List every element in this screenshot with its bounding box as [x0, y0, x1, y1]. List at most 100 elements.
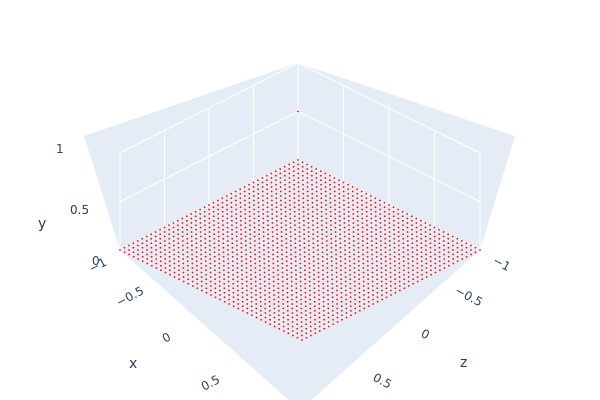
- data-point: [294, 233, 297, 236]
- data-point: [230, 219, 233, 222]
- data-point: [160, 269, 162, 272]
- data-point: [195, 242, 198, 245]
- data-point: [343, 240, 346, 242]
- data-point: [348, 242, 351, 245]
- data-point: [222, 264, 225, 267]
- data-point: [262, 199, 264, 202]
- data-point: [191, 258, 194, 260]
- data-point: [191, 267, 194, 269]
- data-point: [276, 233, 279, 236]
- data-point: [240, 242, 243, 245]
- data-point: [280, 213, 283, 215]
- data-point: [308, 249, 310, 251]
- data-point: [271, 199, 273, 202]
- data-point: [119, 249, 121, 251]
- data-point: [336, 298, 338, 301]
- data-point: [252, 195, 255, 197]
- data-point: [304, 305, 307, 308]
- data-point: [295, 296, 298, 299]
- data-point: [294, 264, 297, 267]
- data-point: [393, 233, 396, 236]
- data-point: [375, 233, 378, 236]
- data-point: [429, 264, 432, 267]
- data-point: [402, 251, 405, 254]
- data-point: [200, 253, 203, 256]
- data-point: [236, 276, 239, 278]
- data-point: [385, 269, 387, 272]
- data-point: [421, 273, 423, 276]
- data-point: [305, 327, 308, 330]
- data-point: [313, 300, 316, 303]
- data-point: [292, 161, 295, 164]
- data-point: [316, 213, 319, 215]
- data-point: [279, 168, 282, 170]
- data-point: [294, 242, 297, 245]
- data-point: [195, 264, 198, 267]
- data-point: [456, 237, 459, 240]
- data-point: [407, 244, 409, 247]
- data-point: [447, 242, 450, 245]
- data-point: [248, 219, 251, 222]
- data-point: [451, 235, 454, 238]
- data-point: [270, 195, 273, 197]
- data-point: [344, 276, 347, 278]
- data-point: [327, 298, 329, 301]
- data-point: [286, 282, 289, 285]
- data-point: [275, 183, 277, 186]
- data-point: [295, 282, 298, 285]
- data-point: [190, 217, 193, 220]
- data-point: [258, 242, 261, 245]
- data-point: [291, 330, 294, 332]
- data-point: [254, 276, 257, 278]
- data-point: [314, 332, 317, 335]
- data-point: [390, 289, 392, 292]
- data-point: [302, 219, 305, 222]
- data-point: [190, 240, 193, 242]
- data-point: [322, 273, 324, 276]
- data-point: [254, 280, 257, 283]
- data-point: [127, 244, 130, 247]
- data-point: [262, 213, 265, 215]
- data-point: [194, 210, 197, 213]
- data-point: [218, 262, 221, 265]
- data-point: [209, 258, 212, 260]
- data-point: [331, 296, 334, 299]
- y-tick-label: 0.5: [70, 203, 89, 217]
- data-point: [380, 280, 383, 283]
- data-point: [213, 251, 216, 254]
- data-point: [326, 258, 329, 260]
- data-point: [439, 269, 441, 272]
- data-point: [340, 282, 343, 285]
- data-point: [182, 258, 185, 260]
- data-point: [150, 255, 153, 258]
- data-point: [275, 201, 278, 204]
- data-point: [250, 287, 253, 290]
- data-point: [217, 199, 219, 202]
- data-point: [267, 233, 270, 236]
- data-point: [402, 224, 404, 227]
- data-point: [258, 224, 260, 227]
- data-point: [137, 249, 139, 251]
- data-point: [353, 267, 356, 269]
- data-point: [270, 172, 273, 175]
- data-point: [285, 233, 288, 236]
- data-point: [403, 282, 406, 285]
- data-point: [438, 255, 441, 258]
- data-point: [293, 192, 296, 195]
- data-point: [241, 300, 244, 303]
- data-point: [320, 206, 323, 209]
- data-point: [279, 177, 282, 179]
- data-point: [267, 264, 270, 267]
- data-point: [237, 303, 240, 305]
- data-point: [330, 224, 332, 227]
- data-point: [352, 222, 355, 224]
- data-point: [223, 287, 226, 290]
- data-point: [434, 258, 437, 260]
- data-point: [235, 231, 238, 233]
- data-point: [433, 231, 436, 233]
- data-point: [318, 321, 321, 323]
- data-point: [344, 280, 347, 283]
- data-point: [226, 222, 229, 224]
- data-point: [370, 222, 373, 224]
